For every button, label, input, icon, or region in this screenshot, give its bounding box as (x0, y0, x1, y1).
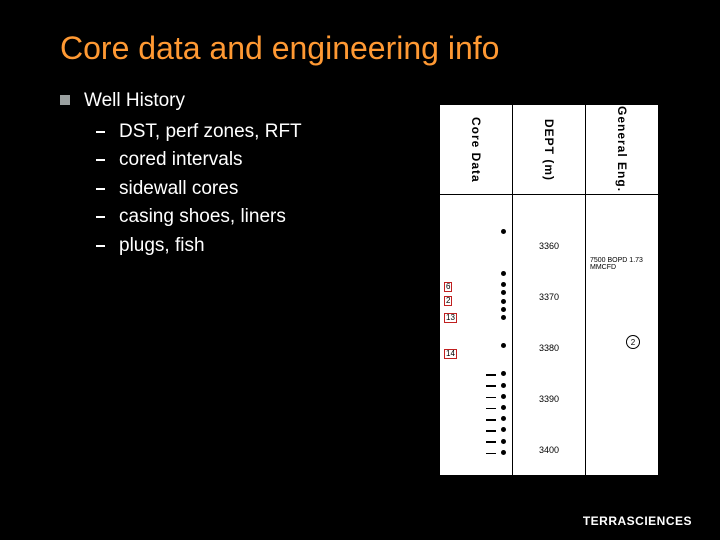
core-dash-icon (486, 385, 496, 387)
core-point-icon (501, 450, 506, 455)
core-point-icon (501, 307, 506, 312)
core-point-icon (501, 383, 506, 388)
core-dash-icon (486, 430, 496, 432)
dash-marker-icon (96, 245, 105, 247)
bullet-text: sidewall cores (119, 175, 238, 204)
core-point-icon (501, 439, 506, 444)
bullet-text: Well History (84, 87, 185, 116)
column-label: General Eng. (615, 106, 629, 192)
core-data-track: 6 2 13 14 (440, 195, 513, 475)
bullet-level2: DST, perf zones, RFT (96, 118, 302, 147)
core-point-icon (501, 271, 506, 276)
column-label: DEPT (m) (542, 119, 556, 181)
core-point-icon (501, 405, 506, 410)
core-sample-box: 14 (444, 349, 457, 359)
bullet-text: DST, perf zones, RFT (119, 118, 302, 147)
slide-title: Core data and engineering info (0, 0, 720, 67)
core-point-icon (501, 299, 506, 304)
bullet-text: cored intervals (119, 146, 243, 175)
footer-brand: TERRASCIENCES (583, 514, 692, 528)
bullet-level2: cored intervals (96, 146, 302, 175)
bullet-level2: casing shoes, liners (96, 203, 302, 232)
core-dash-icon (486, 441, 496, 443)
core-point-icon (501, 371, 506, 376)
dash-marker-icon (96, 159, 105, 161)
bullet-text: casing shoes, liners (119, 203, 286, 232)
bullet-level2: sidewall cores (96, 175, 302, 204)
bullet-level1: Well History (60, 87, 302, 116)
core-point-icon (501, 315, 506, 320)
eng-marker-circle: 2 (626, 335, 640, 349)
core-sample-box: 2 (444, 296, 452, 306)
core-dash-icon (486, 419, 496, 421)
column-header-eng: General Eng. (586, 105, 658, 194)
bullet-list: Well History DST, perf zones, RFT cored … (60, 87, 302, 260)
core-dash-icon (486, 453, 496, 455)
depth-tick-label: 3360 (513, 241, 585, 251)
core-point-icon (501, 343, 506, 348)
dash-marker-icon (96, 216, 105, 218)
bullet-level2: plugs, fish (96, 232, 302, 261)
dash-marker-icon (96, 188, 105, 190)
chart-header: Core Data DEPT (m) General Eng. (440, 105, 658, 195)
bullet-marker-icon (60, 95, 70, 105)
core-point-icon (501, 427, 506, 432)
slide: Core data and engineering info Well Hist… (0, 0, 720, 540)
well-log-chart: Core Data DEPT (m) General Eng. 6 2 13 14 3… (440, 105, 658, 475)
core-sample-box: 13 (444, 313, 457, 323)
core-point-icon (501, 290, 506, 295)
column-header-depth: DEPT (m) (513, 105, 586, 194)
depth-tick-label: 3400 (513, 445, 585, 455)
core-point-icon (501, 282, 506, 287)
core-point-icon (501, 416, 506, 421)
column-label: Core Data (469, 117, 483, 183)
eng-annotation-text: 7500 BOPD 1.73 MMCFD (590, 257, 658, 272)
depth-tick-label: 3380 (513, 343, 585, 353)
engineering-track: 7500 BOPD 1.73 MMCFD 2 (586, 195, 658, 475)
chart-body: 6 2 13 14 3360 3370 3380 3390 3400 7500 BOPD 1.… (440, 195, 658, 475)
core-dash-icon (486, 397, 496, 399)
column-header-core: Core Data (440, 105, 513, 194)
core-sample-box: 6 (444, 282, 452, 292)
core-dash-icon (486, 408, 496, 410)
core-point-icon (501, 394, 506, 399)
depth-tick-label: 3370 (513, 292, 585, 302)
core-point-icon (501, 229, 506, 234)
depth-tick-label: 3390 (513, 394, 585, 404)
dash-marker-icon (96, 131, 105, 133)
core-dash-icon (486, 374, 496, 376)
bullet-text: plugs, fish (119, 232, 205, 261)
depth-track: 3360 3370 3380 3390 3400 (513, 195, 586, 475)
